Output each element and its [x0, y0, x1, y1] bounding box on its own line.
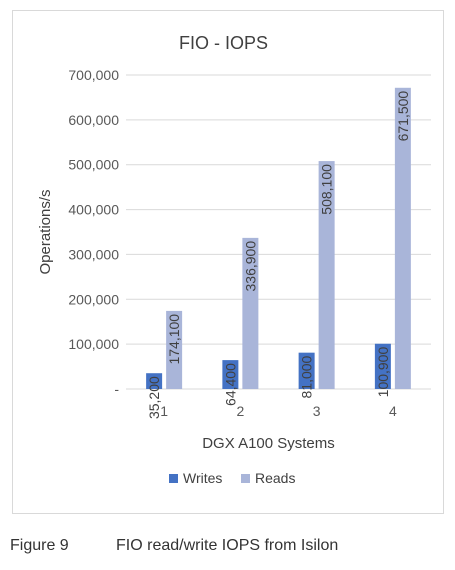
x-tick-label: 2 — [236, 403, 244, 419]
figure-caption: Figure 9 FIO read/write IOPS from Isilon — [10, 537, 338, 555]
y-tick-label: 500,000 — [68, 157, 119, 173]
legend-label-writes: Writes — [183, 470, 222, 486]
y-tick-label: 100,000 — [68, 336, 119, 352]
legend-swatch-reads — [241, 474, 250, 483]
y-tick-label: 700,000 — [68, 67, 119, 83]
chart-frame: FIO - IOPS - 100,000 200,000 300,000 400,000 5… — [12, 10, 444, 514]
bar-reads-4 — [394, 87, 411, 389]
figure-number: Figure 9 — [10, 537, 69, 554]
y-tick-label: 200,000 — [68, 291, 119, 307]
bar-reads-3 — [318, 161, 335, 389]
bar-writes-2 — [222, 360, 239, 389]
data-label-writes: 100,900 — [375, 347, 391, 398]
x-axis-label: DGX A100 Systems — [202, 435, 335, 452]
x-tick-label: 4 — [389, 403, 397, 419]
iops-bar-chart: FIO - IOPS - 100,000 200,000 300,000 400,000 5… — [37, 33, 431, 486]
data-label-reads: 174,100 — [166, 314, 182, 365]
data-label-writes: 81,000 — [299, 355, 315, 398]
data-label-reads: 508,100 — [319, 164, 335, 215]
data-label-writes: 64,400 — [222, 363, 238, 406]
x-tick-label: 1 — [160, 403, 168, 419]
y-tick-label: 400,000 — [68, 202, 119, 218]
y-tick-label: - — [114, 381, 119, 397]
bar-writes-4 — [374, 343, 391, 389]
y-tick-label: 600,000 — [68, 112, 119, 128]
bar-writes-3 — [298, 352, 315, 389]
bar-reads-2 — [242, 237, 259, 389]
y-tick-label: 300,000 — [68, 246, 119, 262]
legend-label-reads: Reads — [255, 470, 295, 486]
bar-reads-1 — [166, 310, 183, 389]
legend-swatch-writes — [169, 474, 178, 483]
data-label-writes: 35,200 — [146, 376, 162, 419]
chart-title: FIO - IOPS — [179, 33, 268, 53]
bar-writes-1 — [146, 373, 163, 389]
x-tick-label: 3 — [313, 403, 321, 419]
data-label-reads: 671,500 — [395, 91, 411, 142]
y-axis-label: Operations/s — [37, 189, 54, 274]
data-label-reads: 336,900 — [242, 241, 258, 292]
figure-caption-text: FIO read/write IOPS from Isilon — [116, 537, 339, 554]
